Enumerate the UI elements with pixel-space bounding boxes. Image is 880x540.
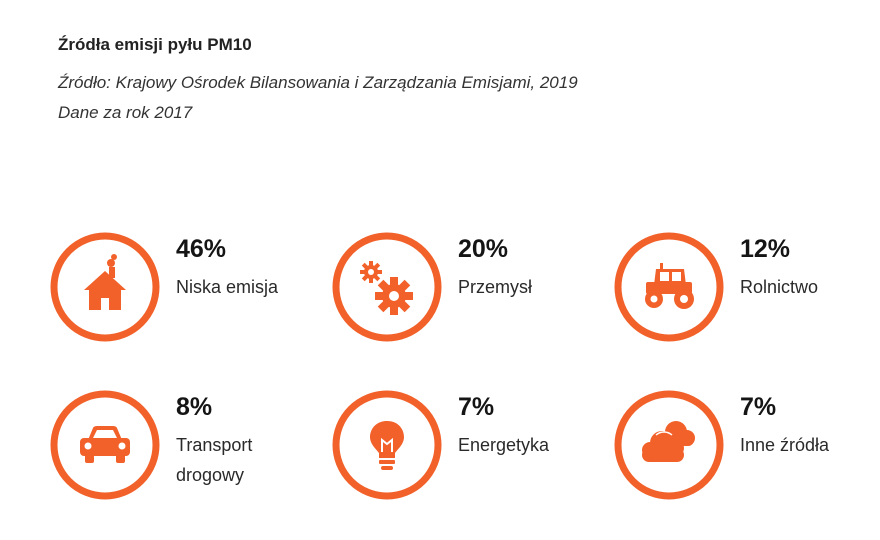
tractor-icon bbox=[612, 230, 726, 344]
source-item-energetyka: 7% Energetyka bbox=[330, 386, 600, 506]
chart-title: Źródła emisji pyłu PM10 bbox=[58, 35, 252, 54]
chart-year-note: Dane za rok 2017 bbox=[58, 103, 193, 122]
source-item-niska-emisja: 46% Niska emisja bbox=[48, 228, 318, 348]
lightbulb-icon bbox=[330, 388, 444, 502]
source-value: 7% bbox=[740, 393, 777, 421]
source-label: Energetyka bbox=[458, 435, 550, 455]
source-label: Niska emisja bbox=[176, 277, 279, 297]
source-label: Inne źródła bbox=[740, 435, 830, 455]
source-value: 8% bbox=[176, 393, 213, 421]
source-value: 20% bbox=[458, 235, 509, 263]
cloud-icon bbox=[612, 388, 726, 502]
emission-sources-grid: 46% Niska emisja bbox=[48, 228, 868, 508]
source-item-rolnictwo: 12% Rolnictwo bbox=[612, 228, 880, 348]
gears-icon bbox=[330, 230, 444, 344]
source-value: 46% bbox=[176, 235, 227, 263]
source-label: Transport drogowy bbox=[176, 435, 253, 485]
source-value: 7% bbox=[458, 393, 495, 421]
car-icon bbox=[48, 388, 162, 502]
source-item-inne-zrodla: 7% Inne źródła bbox=[612, 386, 880, 506]
source-label: Rolnictwo bbox=[740, 277, 819, 297]
source-value: 12% bbox=[740, 235, 791, 263]
source-label: Przemysł bbox=[458, 277, 533, 297]
chart-header: Źródła emisji pyłu PM10 Źródło: Krajowy … bbox=[58, 34, 838, 128]
source-item-przemysl: 20% Przemysł bbox=[330, 228, 600, 348]
house-smoke-icon bbox=[48, 230, 162, 344]
chart-source: Źródło: Krajowy Ośrodek Bilansowania i Z… bbox=[58, 73, 578, 92]
source-item-transport-drogowy: 8% Transport drogowy bbox=[48, 386, 318, 506]
